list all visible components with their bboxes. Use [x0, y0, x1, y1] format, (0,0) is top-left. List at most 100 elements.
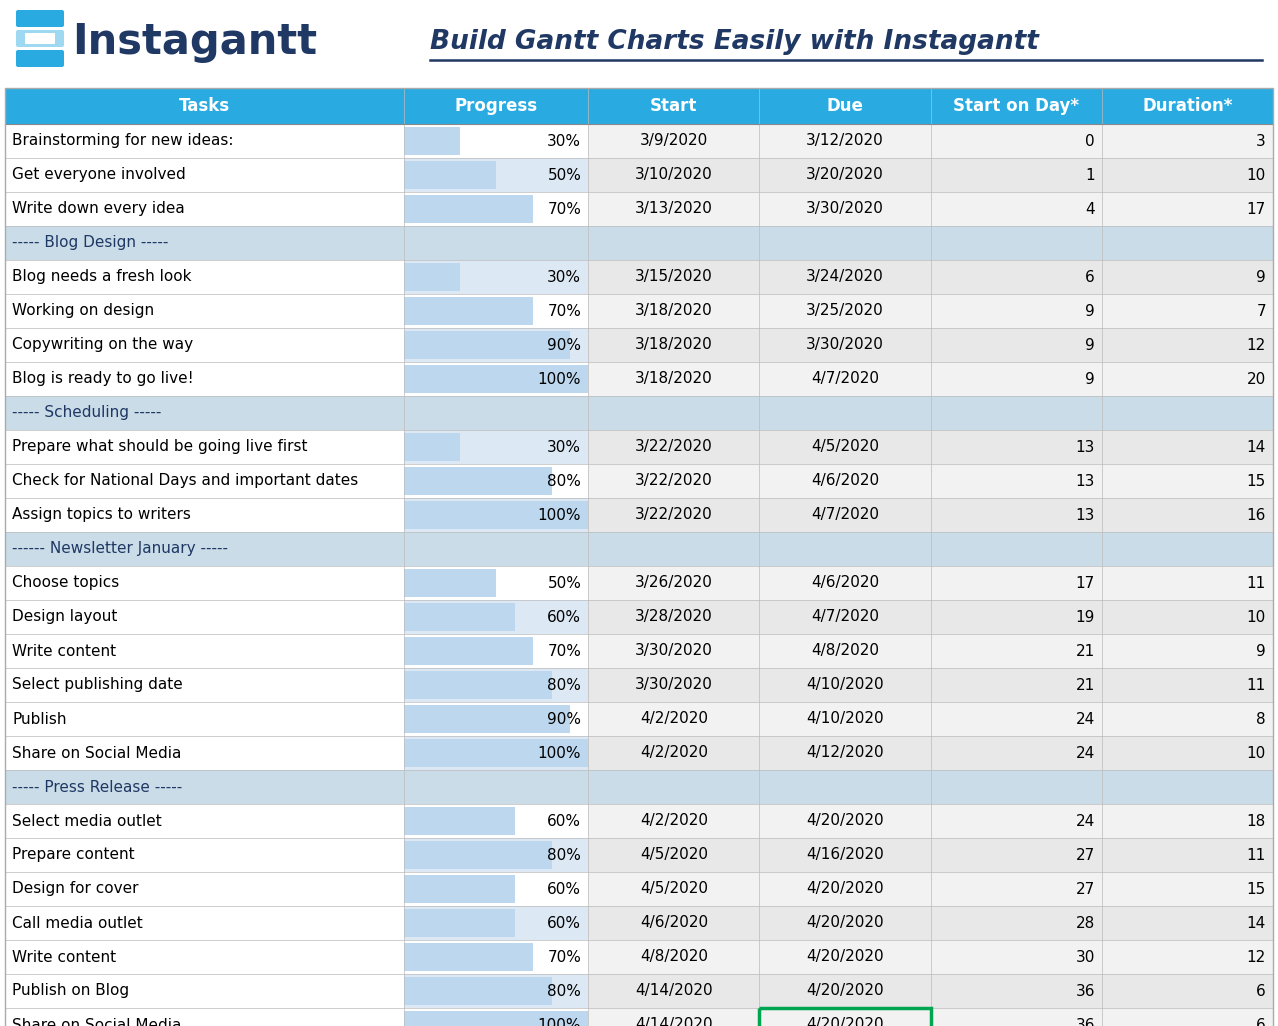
Bar: [930, 702, 1102, 736]
Bar: [404, 365, 588, 393]
Bar: [930, 464, 1102, 498]
Bar: [404, 498, 588, 532]
Text: 4/10/2020: 4/10/2020: [806, 677, 884, 693]
Text: Select media outlet: Select media outlet: [12, 814, 162, 829]
Bar: [1102, 600, 1273, 634]
Text: 11: 11: [1247, 847, 1266, 863]
Text: 24: 24: [1076, 711, 1095, 726]
Text: 19: 19: [1076, 609, 1095, 625]
Bar: [5, 294, 404, 328]
FancyBboxPatch shape: [26, 33, 55, 44]
Bar: [404, 297, 533, 325]
Text: 30%: 30%: [547, 439, 581, 455]
Bar: [5, 702, 404, 736]
Bar: [5, 872, 404, 906]
Text: 60%: 60%: [547, 609, 581, 625]
Bar: [1102, 668, 1273, 702]
Text: 80%: 80%: [547, 984, 581, 998]
Bar: [588, 498, 759, 532]
Bar: [759, 634, 930, 668]
Bar: [588, 872, 759, 906]
Bar: [759, 838, 930, 872]
Text: 3/12/2020: 3/12/2020: [806, 133, 884, 149]
Text: ------ Newsletter January -----: ------ Newsletter January -----: [12, 542, 227, 556]
Bar: [759, 600, 930, 634]
Text: 27: 27: [1076, 847, 1095, 863]
Bar: [930, 158, 1102, 192]
Text: 15: 15: [1247, 881, 1266, 897]
Bar: [5, 498, 404, 532]
Text: 10: 10: [1247, 746, 1266, 760]
Bar: [5, 124, 404, 158]
Text: 3/9/2020: 3/9/2020: [640, 133, 708, 149]
Bar: [404, 464, 588, 498]
Bar: [588, 1008, 759, 1026]
Text: 4/16/2020: 4/16/2020: [806, 847, 884, 863]
Bar: [588, 600, 759, 634]
Text: 24: 24: [1076, 814, 1095, 829]
Text: Build Gantt Charts Easily with Instagantt: Build Gantt Charts Easily with Instagant…: [429, 29, 1039, 55]
Text: ----- Press Release -----: ----- Press Release -----: [12, 780, 183, 794]
Bar: [759, 498, 930, 532]
Bar: [759, 906, 930, 940]
Bar: [1102, 566, 1273, 600]
Text: 24: 24: [1076, 746, 1095, 760]
Bar: [930, 668, 1102, 702]
Text: 90%: 90%: [547, 711, 581, 726]
Bar: [588, 464, 759, 498]
Bar: [1102, 294, 1273, 328]
Bar: [5, 226, 1273, 260]
Text: 9: 9: [1085, 304, 1095, 318]
Text: Start: Start: [651, 97, 698, 115]
Bar: [404, 331, 570, 359]
Text: 20: 20: [1247, 371, 1266, 387]
Text: 60%: 60%: [547, 814, 581, 829]
Bar: [404, 906, 588, 940]
Bar: [759, 430, 930, 464]
Bar: [404, 430, 588, 464]
Bar: [759, 294, 930, 328]
Text: 12: 12: [1247, 338, 1266, 353]
Bar: [588, 260, 759, 294]
Text: 100%: 100%: [538, 1018, 581, 1026]
Text: 36: 36: [1075, 984, 1095, 998]
Text: 4/14/2020: 4/14/2020: [635, 984, 713, 998]
Bar: [930, 362, 1102, 396]
Bar: [5, 906, 404, 940]
Text: Choose topics: Choose topics: [12, 576, 119, 591]
Bar: [930, 872, 1102, 906]
Text: 30%: 30%: [547, 133, 581, 149]
Text: 21: 21: [1076, 677, 1095, 693]
Text: 100%: 100%: [538, 508, 581, 522]
Text: 30%: 30%: [547, 270, 581, 284]
Bar: [1102, 872, 1273, 906]
Bar: [5, 600, 404, 634]
Bar: [404, 467, 552, 495]
Bar: [5, 328, 404, 362]
Text: 14: 14: [1247, 439, 1266, 455]
Bar: [930, 804, 1102, 838]
Text: 14: 14: [1247, 915, 1266, 931]
Text: 3/18/2020: 3/18/2020: [635, 304, 713, 318]
Bar: [588, 668, 759, 702]
Text: Write content: Write content: [12, 949, 116, 964]
Bar: [404, 974, 588, 1008]
Text: Blog is ready to go live!: Blog is ready to go live!: [12, 371, 194, 387]
Bar: [759, 1008, 930, 1026]
Bar: [1102, 906, 1273, 940]
Bar: [1102, 158, 1273, 192]
Bar: [930, 736, 1102, 770]
Text: 4/5/2020: 4/5/2020: [640, 847, 708, 863]
Bar: [759, 328, 930, 362]
Bar: [404, 841, 552, 869]
Text: 70%: 70%: [547, 304, 581, 318]
Bar: [404, 569, 496, 597]
Text: 8: 8: [1256, 711, 1266, 726]
Bar: [404, 124, 588, 158]
Text: Brainstorming for new ideas:: Brainstorming for new ideas:: [12, 133, 234, 149]
Bar: [404, 637, 533, 665]
Text: 3/20/2020: 3/20/2020: [806, 167, 884, 183]
Bar: [759, 88, 930, 124]
Text: ----- Blog Design -----: ----- Blog Design -----: [12, 236, 169, 250]
Bar: [1102, 124, 1273, 158]
